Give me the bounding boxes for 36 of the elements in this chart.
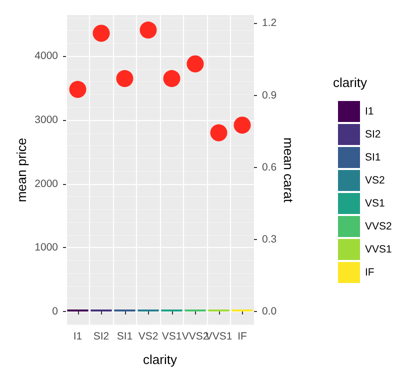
legend-label: SI2 [365, 128, 381, 140]
y2-tick-label: 0.6 [262, 161, 277, 174]
x-axis-title: clarity [143, 352, 178, 367]
y-axis-title: mean price [14, 138, 29, 202]
legend-label: SI1 [365, 152, 381, 164]
x-tick-label: SI2 [93, 330, 110, 342]
y2-tick-label: 1.2 [262, 17, 277, 30]
point [210, 124, 228, 142]
legend-label: IF [365, 266, 374, 278]
y-tick-label: 3000 [34, 114, 58, 126]
legend-title: clarity [333, 75, 368, 90]
legend-label: VS1 [365, 198, 386, 210]
x-tick-label: IF [238, 330, 247, 342]
x-tick-label: SI1 [116, 330, 133, 342]
y-tick-label: 4000 [34, 50, 58, 62]
y-tick-label: 1000 [34, 242, 58, 254]
point [140, 22, 157, 39]
legend-label: VS2 [365, 174, 386, 186]
point [116, 70, 134, 88]
y2-tick-label: 0.0 [262, 306, 277, 318]
point [234, 116, 251, 134]
x-tick-label: VS1 [162, 330, 182, 342]
y2-tick-label: 0.9 [262, 89, 277, 102]
y2-axis-title: mean carat [281, 137, 296, 203]
x-tick-label: VS2 [138, 330, 158, 342]
legend-label: VVS2 [365, 220, 392, 232]
legend-label: VVS1 [365, 244, 392, 256]
y-tick-label: 0 [52, 305, 58, 318]
x-tick-label: I1 [73, 330, 82, 342]
y2-tick-label: 0.3 [262, 233, 277, 246]
point [163, 70, 180, 88]
point [92, 24, 110, 42]
y-tick-label: 2000 [34, 178, 58, 190]
point [186, 55, 204, 72]
point [69, 80, 86, 98]
legend-label: I1 [365, 106, 374, 118]
